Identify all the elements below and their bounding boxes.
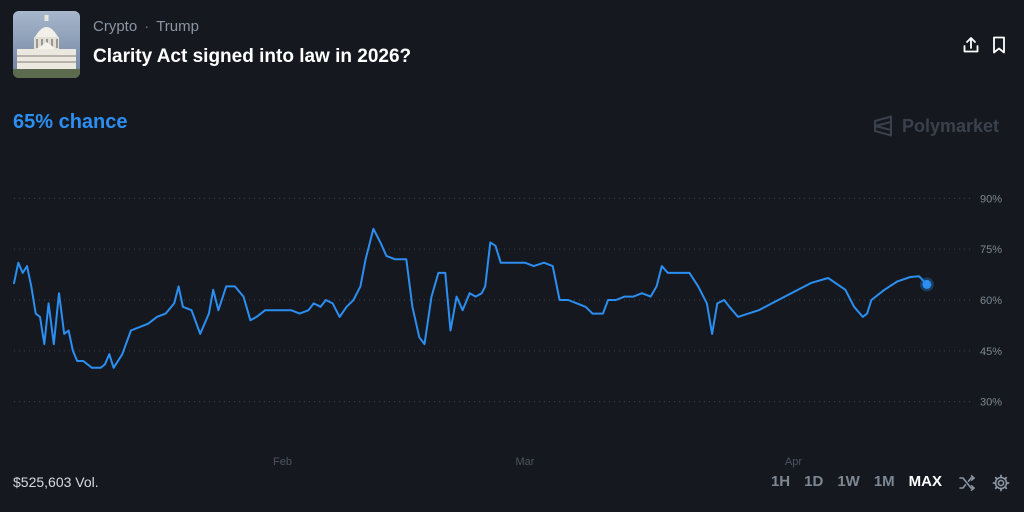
breadcrumb: Crypto · Trump — [93, 18, 199, 35]
market-title: Clarity Act signed into law in 2026? — [93, 46, 412, 67]
chance-label: 65% chance — [13, 111, 128, 133]
range-1m-button[interactable]: 1M — [873, 473, 895, 490]
last-point-marker — [922, 279, 932, 289]
share-icon — [963, 37, 979, 53]
x-tick-label: Apr — [785, 456, 802, 468]
settings-button[interactable] — [992, 474, 1010, 492]
y-tick-label: 90% — [980, 193, 1002, 205]
shuffle-icon — [959, 475, 975, 491]
brand-watermark: Polymarket — [873, 115, 999, 137]
series-line — [13, 227, 928, 369]
category-link[interactable]: Crypto — [93, 18, 138, 35]
y-tick-label: 60% — [980, 295, 1002, 307]
shuffle-button[interactable] — [958, 474, 976, 492]
price-chart[interactable]: 90% 75% 60% 45% 30% Feb Mar Apr — [0, 160, 1024, 470]
subcategory-link[interactable]: Trump — [156, 18, 199, 35]
range-1d-button[interactable]: 1D — [804, 473, 824, 490]
capitol-building-image — [13, 11, 80, 78]
brand-name: Polymarket — [902, 115, 1000, 136]
chart-grid — [14, 197, 970, 403]
range-1h-button[interactable]: 1H — [770, 473, 791, 490]
share-button[interactable] — [961, 35, 981, 55]
time-range-selector: 1H 1D 1W 1M MAX — [771, 473, 942, 490]
y-axis-ticks: 90% 75% 60% 45% 30% — [980, 193, 1002, 408]
y-tick-label: 30% — [980, 397, 1002, 409]
breadcrumb-separator: · — [144, 18, 150, 35]
x-tick-label: Mar — [516, 456, 535, 468]
y-tick-label: 45% — [980, 346, 1002, 358]
gear-icon — [992, 474, 1010, 492]
x-axis-ticks: Feb Mar Apr — [273, 456, 802, 468]
range-1w-button[interactable]: 1W — [837, 473, 860, 490]
x-tick-label: Feb — [273, 456, 292, 468]
bookmark-button[interactable] — [989, 35, 1009, 55]
y-tick-label: 75% — [980, 244, 1002, 256]
polymarket-logo-icon — [874, 115, 892, 137]
market-thumbnail — [13, 11, 80, 78]
volume-label: $525,603 Vol. — [13, 474, 99, 490]
bookmark-icon — [993, 36, 1005, 54]
range-max-button[interactable]: MAX — [908, 473, 942, 490]
